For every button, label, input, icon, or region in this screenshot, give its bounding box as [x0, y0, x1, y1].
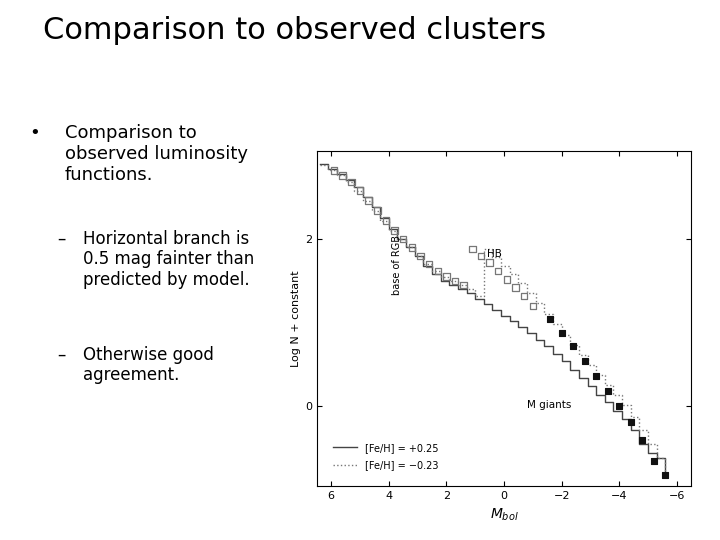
Point	[432, 267, 444, 275]
Point	[346, 178, 357, 186]
X-axis label: $M_{bol}$: $M_{bol}$	[490, 507, 518, 523]
Text: Horizontal branch is
0.5 mag fainter than
predicted by model.: Horizontal branch is 0.5 mag fainter tha…	[83, 230, 254, 289]
Point	[441, 272, 452, 281]
Point	[484, 258, 495, 267]
Point	[518, 292, 530, 300]
Point	[510, 284, 521, 292]
Point	[590, 372, 602, 381]
Text: Otherwise good
agreement.: Otherwise good agreement.	[83, 346, 214, 384]
Point	[397, 235, 409, 244]
Point	[380, 217, 392, 225]
Point	[660, 471, 671, 480]
Point	[372, 206, 383, 215]
Point	[467, 245, 478, 253]
Y-axis label: Log N + constant: Log N + constant	[291, 271, 301, 367]
Point	[415, 252, 426, 260]
Text: HB: HB	[487, 249, 502, 259]
Point	[475, 252, 487, 260]
Legend: [Fe/H] = +0.25, [Fe/H] = −0.23: [Fe/H] = +0.25, [Fe/H] = −0.23	[329, 439, 443, 475]
Point	[544, 314, 556, 323]
Point	[556, 328, 567, 337]
Point	[337, 171, 348, 180]
Point	[567, 342, 579, 350]
Point	[492, 267, 504, 275]
Point	[363, 196, 374, 205]
Text: •: •	[29, 124, 40, 142]
Point	[389, 226, 400, 235]
Point	[602, 387, 613, 396]
Point	[527, 302, 539, 310]
Text: –: –	[58, 346, 66, 363]
Text: Comparison to
observed luminosity
functions.: Comparison to observed luminosity functi…	[65, 124, 248, 184]
Point	[449, 276, 461, 285]
Text: M giants: M giants	[527, 400, 572, 410]
Point	[328, 166, 340, 175]
Point	[423, 260, 435, 268]
Point	[579, 357, 590, 366]
Point	[636, 436, 648, 444]
Text: Comparison to observed clusters: Comparison to observed clusters	[43, 16, 546, 45]
Text: –: –	[58, 230, 66, 247]
Point	[501, 275, 513, 284]
Point	[613, 402, 625, 411]
Point	[625, 417, 636, 426]
Point	[354, 186, 366, 195]
Point	[406, 243, 418, 252]
Point	[648, 457, 660, 465]
Text: base of RGB: base of RGB	[392, 235, 402, 295]
Point	[458, 281, 469, 289]
